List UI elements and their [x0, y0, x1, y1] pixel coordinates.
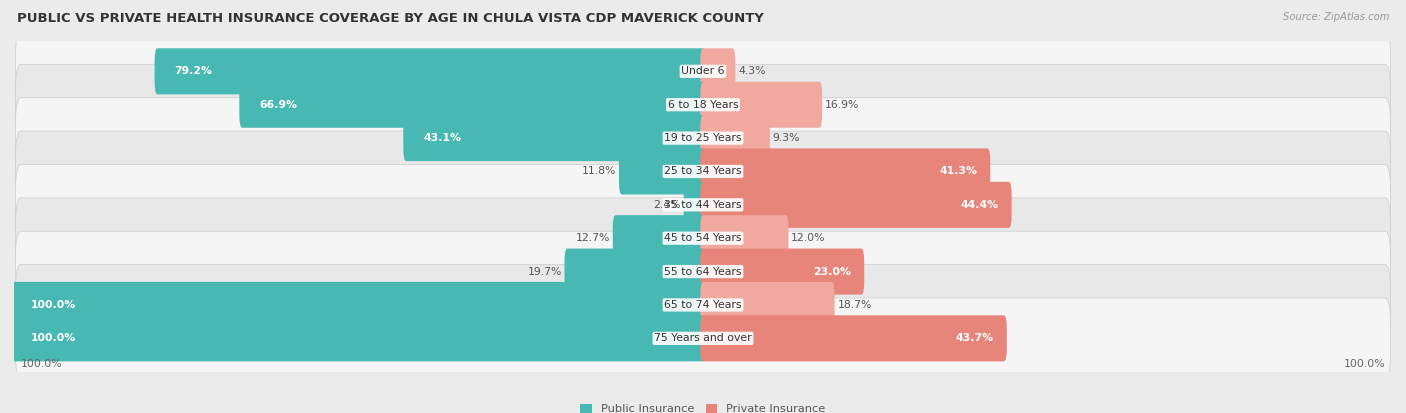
Text: 45 to 54 Years: 45 to 54 Years	[664, 233, 742, 243]
Text: 4.3%: 4.3%	[738, 66, 766, 76]
Text: 43.7%: 43.7%	[956, 333, 994, 343]
Text: 19.7%: 19.7%	[527, 266, 562, 277]
Text: 100.0%: 100.0%	[1343, 359, 1385, 369]
FancyBboxPatch shape	[613, 215, 706, 261]
Text: 65 to 74 Years: 65 to 74 Years	[664, 300, 742, 310]
Text: 6 to 18 Years: 6 to 18 Years	[668, 100, 738, 110]
Text: 11.8%: 11.8%	[582, 166, 616, 176]
FancyBboxPatch shape	[239, 82, 706, 128]
Text: Under 6: Under 6	[682, 66, 724, 76]
Text: 9.3%: 9.3%	[772, 133, 800, 143]
FancyBboxPatch shape	[700, 282, 835, 328]
FancyBboxPatch shape	[700, 48, 735, 94]
Text: 44.4%: 44.4%	[960, 200, 998, 210]
FancyBboxPatch shape	[15, 231, 1391, 312]
Text: 41.3%: 41.3%	[939, 166, 977, 176]
FancyBboxPatch shape	[155, 48, 706, 94]
FancyBboxPatch shape	[700, 115, 770, 161]
Text: 100.0%: 100.0%	[31, 300, 76, 310]
FancyBboxPatch shape	[700, 182, 1012, 228]
FancyBboxPatch shape	[11, 282, 706, 328]
FancyBboxPatch shape	[15, 131, 1391, 212]
Text: 79.2%: 79.2%	[174, 66, 212, 76]
FancyBboxPatch shape	[15, 164, 1391, 245]
FancyBboxPatch shape	[15, 64, 1391, 145]
Legend: Public Insurance, Private Insurance: Public Insurance, Private Insurance	[576, 399, 830, 413]
FancyBboxPatch shape	[11, 315, 706, 361]
FancyBboxPatch shape	[404, 115, 706, 161]
Text: 66.9%: 66.9%	[259, 100, 297, 110]
Text: 55 to 64 Years: 55 to 64 Years	[664, 266, 742, 277]
FancyBboxPatch shape	[700, 315, 1007, 361]
FancyBboxPatch shape	[15, 198, 1391, 279]
Text: 2.4%: 2.4%	[654, 200, 681, 210]
Text: PUBLIC VS PRIVATE HEALTH INSURANCE COVERAGE BY AGE IN CHULA VISTA CDP MAVERICK C: PUBLIC VS PRIVATE HEALTH INSURANCE COVER…	[17, 12, 763, 25]
Text: 19 to 25 Years: 19 to 25 Years	[664, 133, 742, 143]
FancyBboxPatch shape	[683, 182, 706, 228]
Text: 100.0%: 100.0%	[31, 333, 76, 343]
Text: 12.7%: 12.7%	[575, 233, 610, 243]
FancyBboxPatch shape	[700, 215, 789, 261]
FancyBboxPatch shape	[15, 31, 1391, 112]
Text: 12.0%: 12.0%	[792, 233, 825, 243]
Text: 75 Years and over: 75 Years and over	[654, 333, 752, 343]
Text: 35 to 44 Years: 35 to 44 Years	[664, 200, 742, 210]
Text: 43.1%: 43.1%	[423, 133, 461, 143]
FancyBboxPatch shape	[15, 265, 1391, 345]
FancyBboxPatch shape	[565, 249, 706, 294]
FancyBboxPatch shape	[619, 148, 706, 195]
Text: 16.9%: 16.9%	[825, 100, 859, 110]
FancyBboxPatch shape	[15, 98, 1391, 178]
FancyBboxPatch shape	[700, 249, 865, 294]
Text: 100.0%: 100.0%	[21, 359, 63, 369]
FancyBboxPatch shape	[700, 82, 823, 128]
FancyBboxPatch shape	[700, 148, 990, 195]
Text: 23.0%: 23.0%	[813, 266, 851, 277]
Text: Source: ZipAtlas.com: Source: ZipAtlas.com	[1282, 12, 1389, 22]
FancyBboxPatch shape	[15, 298, 1391, 379]
Text: 25 to 34 Years: 25 to 34 Years	[664, 166, 742, 176]
Text: 18.7%: 18.7%	[838, 300, 872, 310]
